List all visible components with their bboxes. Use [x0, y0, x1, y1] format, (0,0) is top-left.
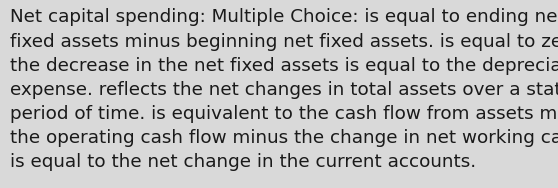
- Text: the operating cash flow minus the change in net working capital.: the operating cash flow minus the change…: [10, 129, 558, 147]
- Text: expense. reflects the net changes in total assets over a stated: expense. reflects the net changes in tot…: [10, 81, 558, 99]
- Text: period of time. is equivalent to the cash flow from assets minus: period of time. is equivalent to the cas…: [10, 105, 558, 123]
- Text: Net capital spending: Multiple Choice: is equal to ending net: Net capital spending: Multiple Choice: i…: [10, 8, 558, 27]
- Text: fixed assets minus beginning net fixed assets. is equal to zero if: fixed assets minus beginning net fixed a…: [10, 33, 558, 51]
- Text: is equal to the net change in the current accounts.: is equal to the net change in the curren…: [10, 153, 476, 171]
- Text: the decrease in the net fixed assets is equal to the depreciation: the decrease in the net fixed assets is …: [10, 57, 558, 75]
